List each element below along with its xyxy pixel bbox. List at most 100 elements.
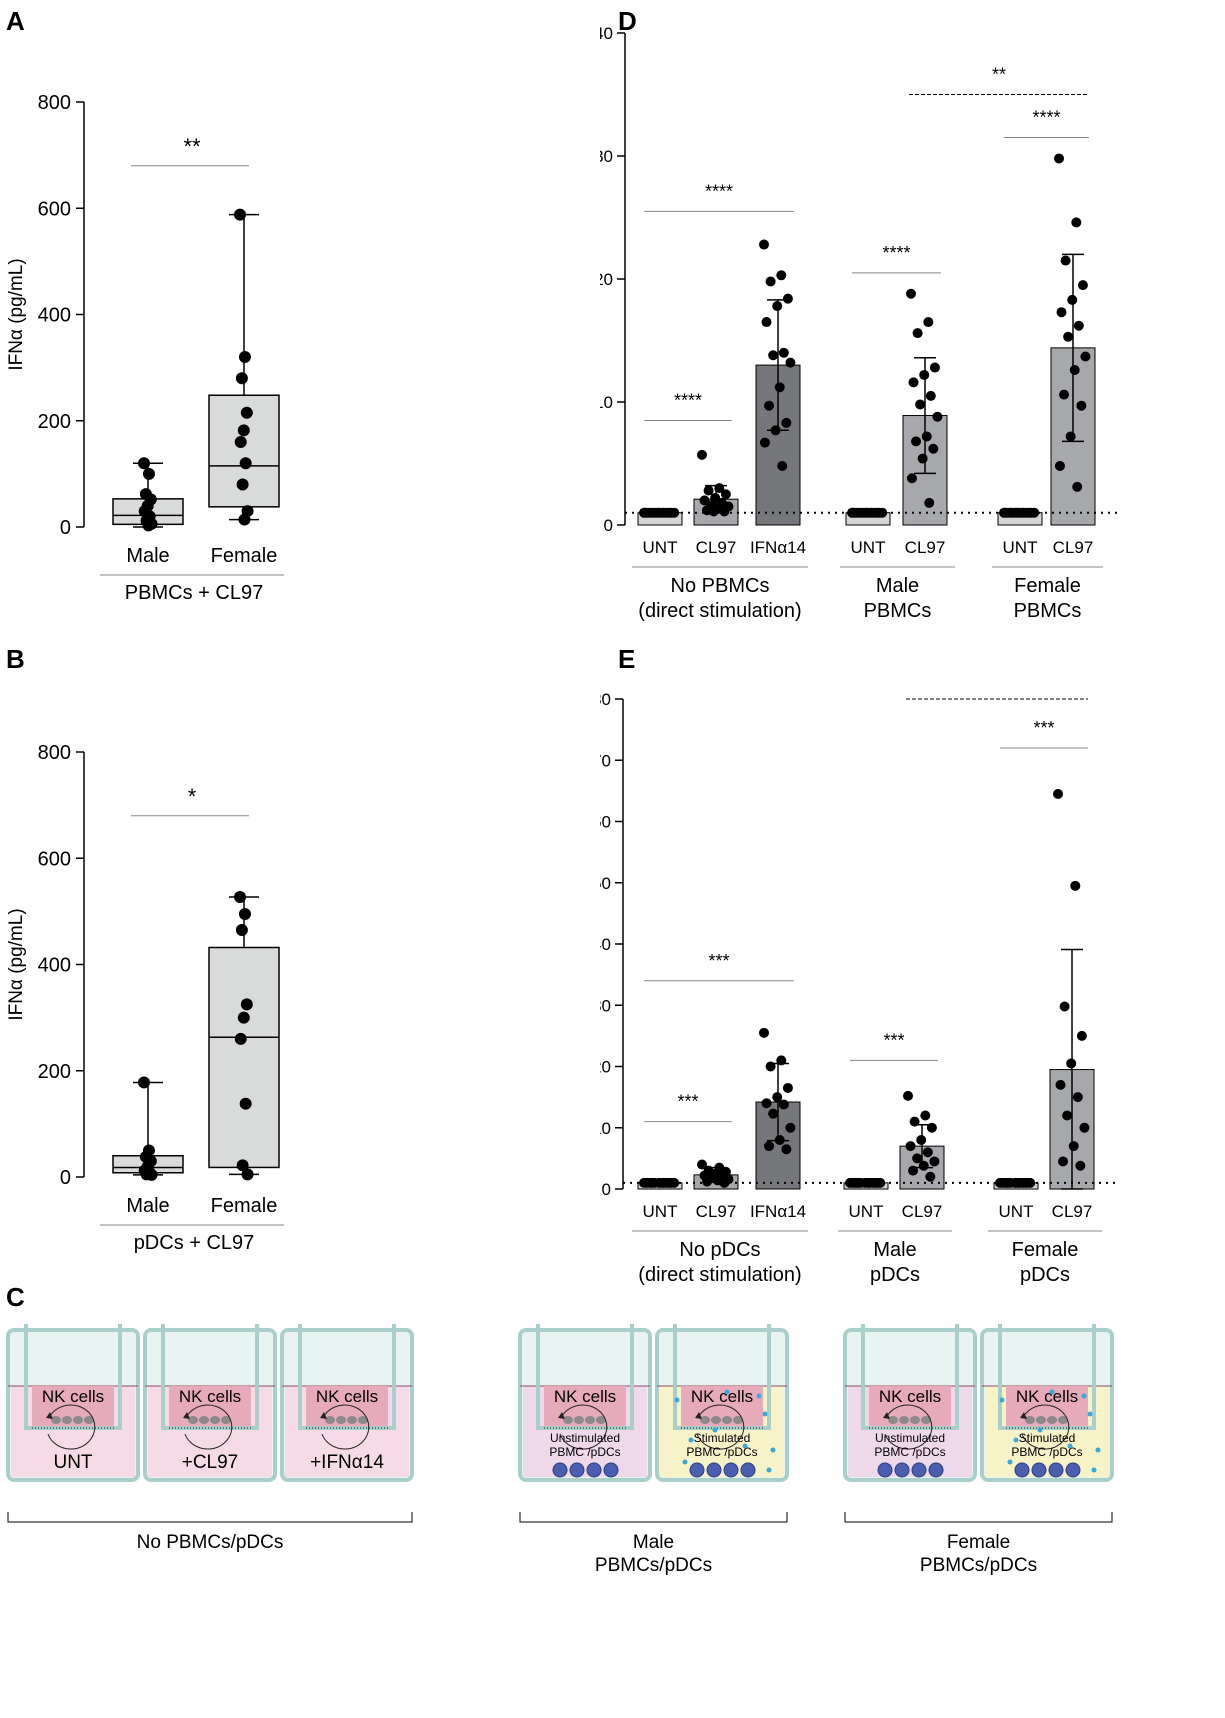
data-point (764, 1141, 775, 1152)
nk-cell (84, 1416, 94, 1424)
data-point (697, 1159, 707, 1170)
data-point (925, 390, 936, 401)
well-1: NK cells +CL97 (143, 1324, 277, 1482)
y-tick-label: 0 (604, 516, 613, 535)
data-point (714, 483, 725, 494)
data-point (918, 1160, 929, 1171)
data-point (860, 507, 871, 518)
data-point (916, 1135, 927, 1145)
nk-cell (585, 1416, 595, 1424)
data-point (932, 411, 943, 422)
data-point (862, 1177, 873, 1188)
condition-label-line-0: Stimulated (1019, 1431, 1076, 1445)
pdc-cell (928, 1462, 944, 1478)
panel-letter-c: C (6, 1282, 25, 1312)
significance-label: **** (1032, 108, 1060, 128)
y-tick-label: 10 (600, 1119, 611, 1138)
insert-outline (998, 1324, 1096, 1430)
insert-outline (298, 1324, 396, 1430)
cytokine (999, 1397, 1005, 1403)
data-point (640, 507, 651, 518)
data-point (778, 1099, 789, 1110)
insert-outline (536, 1324, 634, 1430)
significance-label: ** (183, 134, 201, 159)
x-category-label: IFNα14 (750, 538, 806, 557)
condition-label-line-1: PBMC /pDCs (686, 1445, 757, 1459)
pdc-cell (894, 1462, 910, 1478)
panel-letter-d: D (618, 6, 637, 36)
data-point (142, 467, 155, 480)
nk-cell (188, 1416, 198, 1424)
y-tick-label: 30 (600, 996, 611, 1015)
group-label-1-line-1: pDCs (870, 1264, 920, 1286)
condition-label: UNT (53, 1452, 92, 1473)
data-point (917, 453, 928, 464)
y-tick-label: 200 (38, 1061, 71, 1083)
circulation-arrow (559, 1404, 608, 1450)
nk-cell (899, 1416, 909, 1424)
group-label-0-line-0: No pDCs (679, 1239, 760, 1261)
circulation-arrow (321, 1404, 370, 1450)
nk-cell (910, 1416, 920, 1424)
insert-outline (861, 1324, 959, 1430)
data-point (238, 351, 251, 363)
data-point (719, 1177, 730, 1188)
diagram-bracket-0 (7, 1512, 413, 1523)
data-point (239, 1097, 252, 1110)
data-point (915, 399, 926, 410)
diagram-group-label-2-line-1: PBMCs/pDCs (920, 1555, 1037, 1576)
x-category-label: CL97 (902, 1202, 943, 1221)
group-label: pDCs + CL97 (134, 1232, 255, 1254)
data-point (1012, 1177, 1023, 1188)
condition-label-line-0: Unstimulated (550, 1431, 620, 1445)
y-tick-label: 0 (60, 1167, 71, 1189)
y-tick-label: 20 (600, 1058, 611, 1077)
cytokine (1013, 1437, 1019, 1443)
y-tick-label: 70 (600, 751, 611, 770)
y-tick-label: 0 (602, 1180, 611, 1199)
significance-label: *** (883, 1030, 904, 1050)
box-female (208, 946, 280, 1169)
data-point (1060, 255, 1071, 266)
group-label-1-line-1: PBMCs (864, 600, 932, 622)
data-point (664, 507, 675, 518)
data-point (764, 400, 775, 411)
data-point (920, 1110, 931, 1121)
cytokine (1067, 1443, 1073, 1449)
pdc-cell (689, 1462, 705, 1478)
data-point (138, 1076, 150, 1089)
data-point (237, 424, 250, 437)
data-point (928, 443, 939, 454)
data-point (1059, 1001, 1070, 1012)
data-point (781, 1144, 792, 1155)
group-label-2-line-1: pDCs (1020, 1264, 1070, 1286)
y-tick-label: 800 (38, 92, 71, 114)
nk-cells-label: NK cells (42, 1387, 104, 1406)
data-point (1062, 1110, 1073, 1121)
condition-label-line-0: Unstimulated (875, 1431, 945, 1445)
data-point (1077, 280, 1088, 291)
y-tick-label: 40 (600, 24, 613, 43)
data-point (1067, 294, 1078, 305)
data-point (235, 923, 248, 936)
group-label-0-line-1: (direct stimulation) (638, 600, 801, 622)
well-0: NK cells UNT (6, 1324, 140, 1482)
data-point (1075, 1160, 1086, 1171)
nk-cell (722, 1416, 732, 1424)
data-point (1063, 331, 1074, 342)
data-point (1072, 481, 1083, 492)
data-point (240, 998, 253, 1011)
data-point (145, 1168, 158, 1181)
cytokine (766, 1467, 772, 1473)
significance-label: *** (708, 951, 729, 971)
data-point (926, 1122, 937, 1133)
data-point (1068, 1141, 1079, 1152)
nk-cells-label: NK cells (879, 1387, 941, 1406)
data-point (929, 362, 940, 373)
pdc-cell (569, 1462, 585, 1478)
data-point (908, 377, 919, 388)
data-point (911, 436, 922, 447)
